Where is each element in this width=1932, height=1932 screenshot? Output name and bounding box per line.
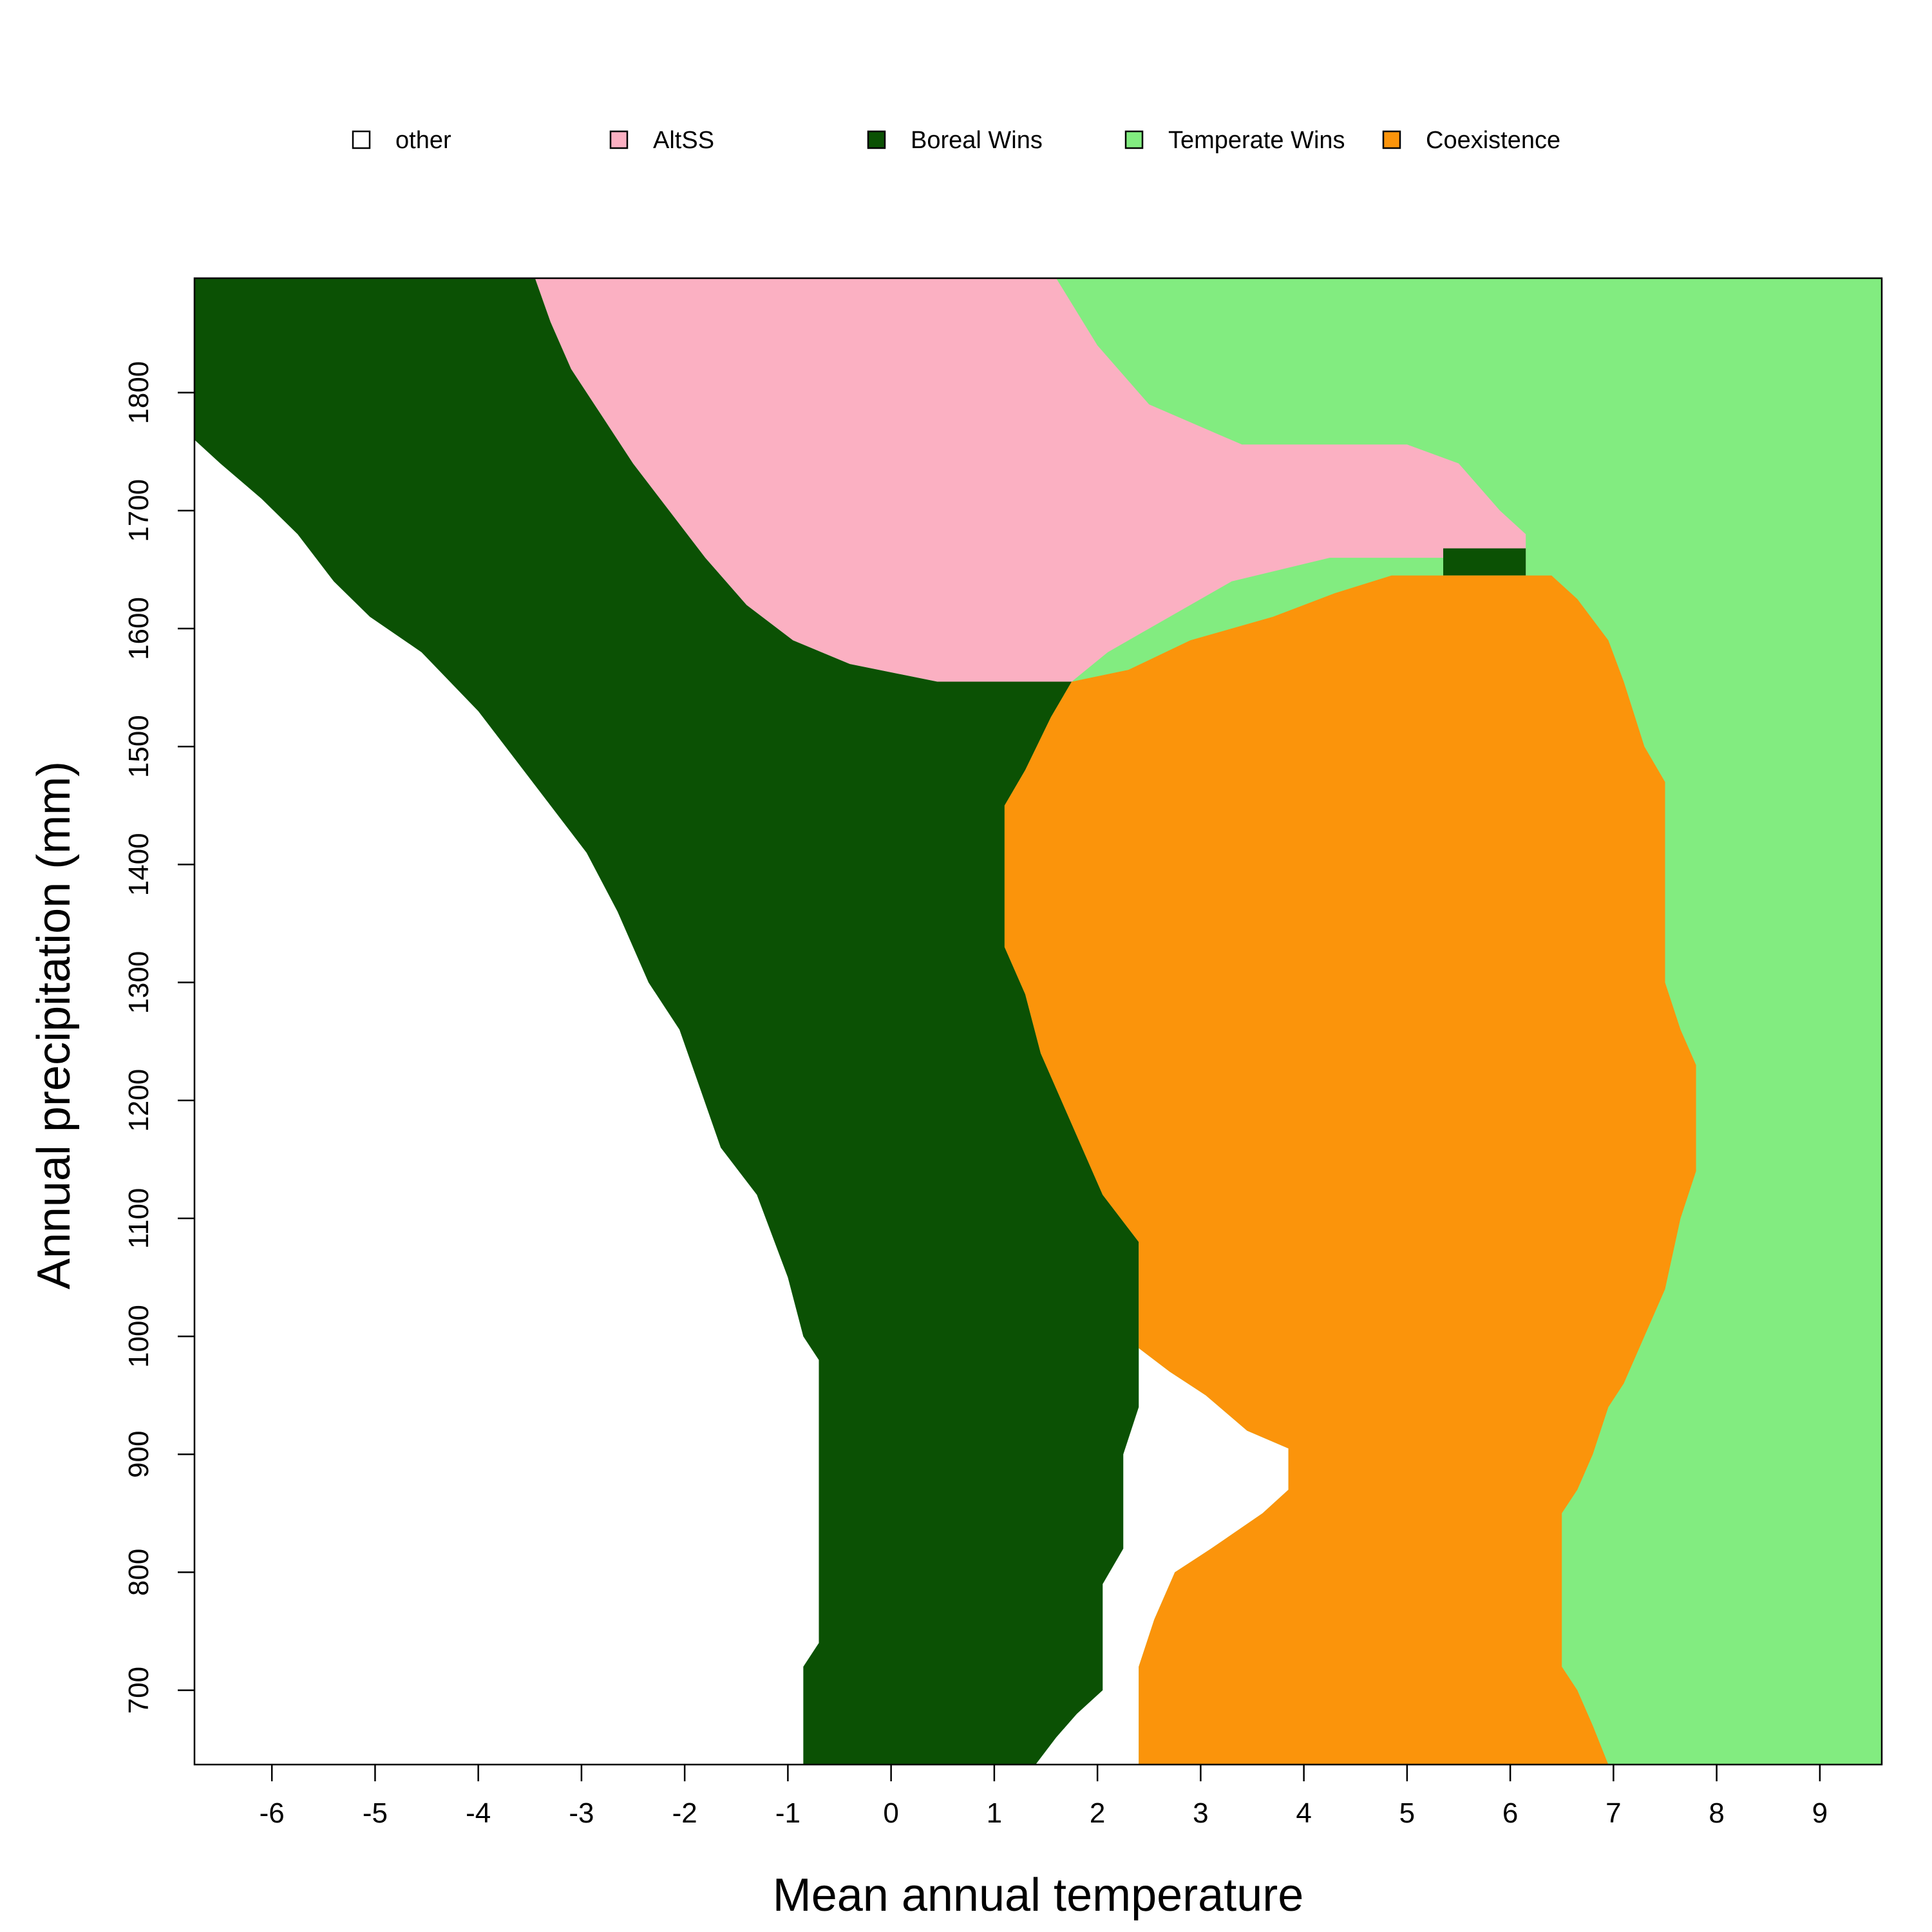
legend-swatch [609, 130, 629, 149]
y-tick-label: 1000 [123, 1305, 155, 1368]
x-tick-label: -3 [569, 1797, 594, 1829]
region-other-gap [1036, 1348, 1289, 1765]
legend-item-coexist: Coexistence [1382, 127, 1560, 154]
region-boreal-2 [1443, 548, 1526, 576]
y-tick-label: 1700 [123, 479, 155, 542]
x-tick-label: -2 [672, 1797, 697, 1829]
y-tick-label: 900 [123, 1431, 155, 1478]
x-tick-label: 5 [1399, 1797, 1415, 1829]
plot-frame [193, 277, 1883, 1766]
x-tick-label: 2 [1090, 1797, 1105, 1829]
y-axis: 700 800 900 1000 1100 1200 1300 1400 1500 1600 170… [123, 361, 194, 1714]
region-altss-1 [535, 278, 1526, 682]
y-tick-label: 1200 [123, 1069, 155, 1132]
legend-label: Boreal Wins [911, 127, 1043, 154]
legend-label: other [395, 127, 451, 154]
legend-swatch [1124, 130, 1144, 149]
x-tick-label: 3 [1193, 1797, 1208, 1829]
legend-label: Temperate Wins [1168, 127, 1345, 154]
regions-layer [194, 278, 1696, 1765]
x-axis-label: Mean annual temperature [773, 1870, 1304, 1921]
legend-item-boreal: Boreal Wins [867, 127, 1043, 154]
x-tick-label: -6 [260, 1797, 285, 1829]
legend-label: Coexistence [1426, 127, 1560, 154]
legend-swatch [867, 130, 886, 149]
legend-swatch [1382, 130, 1401, 149]
y-axis-label: Annual precipitation (mm) [28, 761, 80, 1289]
y-tick-label: 1500 [123, 715, 155, 778]
x-tick-label: -1 [775, 1797, 800, 1829]
x-tick-label: 8 [1709, 1797, 1724, 1829]
x-tick-label: 9 [1812, 1797, 1828, 1829]
y-tick-label: 1800 [123, 361, 155, 424]
x-tick-label: 7 [1605, 1797, 1621, 1829]
legend-swatch [352, 130, 371, 149]
x-tick-label: -4 [466, 1797, 491, 1829]
legend: other AltSS Boreal Wins Temperate Wins Coexi… [352, 127, 1560, 154]
region-coexist-3 [1004, 575, 1696, 1765]
y-tick-label: 1400 [123, 833, 155, 896]
y-tick-label: 800 [123, 1549, 155, 1596]
x-tick-label: -5 [363, 1797, 388, 1829]
x-tick-label: 4 [1296, 1797, 1311, 1829]
legend-item-other: other [352, 127, 451, 154]
x-tick-label: 1 [987, 1797, 1002, 1829]
legend-item-altss: AltSS [609, 127, 714, 154]
y-tick-label: 1100 [123, 1188, 155, 1249]
x-tick-label: 6 [1502, 1797, 1518, 1829]
x-axis: -6 -5 -4 -3 -2 -1 0 1 2 3 4 5 6 7 8 9 [260, 1765, 1828, 1829]
y-tick-label: 700 [123, 1667, 155, 1714]
region-boreal-0 [194, 278, 1139, 1765]
legend-label: AltSS [653, 127, 714, 154]
plot-area [194, 278, 1882, 1765]
legend-item-temperate: Temperate Wins [1124, 127, 1345, 154]
x-tick-label: 0 [883, 1797, 898, 1829]
y-tick-label: 1600 [123, 597, 155, 660]
y-tick-label: 1300 [123, 951, 155, 1014]
region-other [194, 439, 819, 1765]
